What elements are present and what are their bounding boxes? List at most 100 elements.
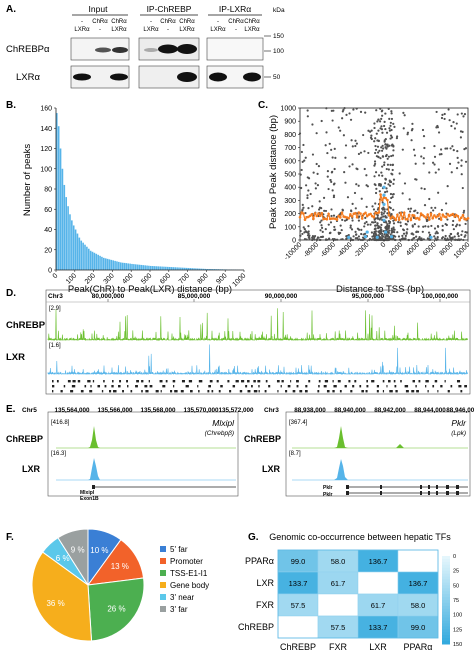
scatter-point [449, 232, 452, 236]
histogram-bar [104, 258, 107, 270]
histogram-bar [191, 268, 193, 270]
e-left-chrom: Chr5 [22, 407, 37, 414]
scatter-point [373, 175, 376, 178]
scatter-point [376, 120, 379, 123]
scatter-point [378, 149, 381, 152]
scatter-point [391, 154, 395, 157]
scatter-point [418, 238, 421, 241]
b-y-tick-label: 60 [44, 207, 52, 214]
scatter-point [396, 135, 399, 138]
scatter-point [311, 236, 314, 239]
colorbar-tick-label: 100 [453, 613, 462, 619]
histogram-bar [67, 206, 69, 270]
gene-mark [232, 385, 236, 388]
scatter-point [398, 238, 401, 241]
scatter-point [383, 233, 386, 236]
d-track-label-lxr: LXR [6, 352, 25, 363]
e-right-annot-2: Pklr [323, 492, 333, 498]
scatter-point [371, 205, 374, 208]
histogram-bar [195, 268, 197, 270]
d-coords: 80,000,000 85,000,000 90,000,000 95,000,000… [92, 293, 458, 302]
e-right-annot-1: Pklr [323, 485, 333, 491]
gene-mark [258, 385, 260, 388]
scatter-point [374, 230, 378, 233]
colorbar-step [442, 605, 450, 610]
heatmap-col-label: ChREBP [280, 642, 316, 650]
scatter-point [299, 173, 302, 176]
gene-mark [160, 390, 162, 393]
highlight-point [382, 193, 386, 197]
trend-point [431, 217, 435, 220]
scatter-point [348, 165, 351, 168]
trend-point [298, 215, 302, 219]
d-track-label-chrebp: ChREBP [6, 320, 46, 331]
gene-mark [382, 390, 385, 393]
scatter-point [305, 238, 308, 241]
scatter-point [352, 108, 355, 111]
trend-point [396, 213, 399, 217]
scatter-point [356, 237, 359, 240]
e-right-coordinate: 88,946,000 [446, 407, 474, 414]
gene-mark [209, 380, 213, 383]
scatter-point [377, 230, 380, 233]
scatter-point [374, 202, 377, 205]
scatter-point [340, 238, 343, 241]
scatter-point [376, 208, 380, 211]
scatter-point [374, 171, 378, 174]
trend-point [349, 213, 352, 216]
scatter-point [316, 172, 319, 175]
band [177, 72, 197, 82]
scatter-point [387, 107, 390, 110]
gene-mark [181, 380, 185, 383]
scatter-point [345, 235, 348, 238]
scatter-point [333, 238, 336, 241]
gene-mark [67, 380, 71, 383]
band [243, 72, 261, 82]
scatter-point [351, 202, 354, 205]
scatter-point [415, 230, 418, 234]
scatter-point [409, 210, 412, 213]
scatter-point [381, 208, 385, 211]
scatter-point [399, 224, 402, 227]
b-y-tick-label: 40 [44, 227, 52, 234]
scatter-point [403, 238, 407, 241]
scatter-point [375, 187, 378, 190]
c-x-tick-label: -6000 [319, 241, 337, 259]
scatter-point [428, 171, 431, 174]
scatter-point [384, 216, 388, 219]
trend-point [313, 212, 317, 215]
histogram-bar [159, 266, 161, 270]
scatter-point [387, 168, 390, 171]
colorbar-step [442, 626, 450, 630]
scatter-point [406, 228, 409, 231]
scatter-point [457, 234, 460, 238]
trend-point [315, 214, 319, 218]
scatter-point [456, 238, 459, 241]
histogram-bar [110, 259, 113, 270]
gene-mark [388, 380, 391, 383]
scatter-point [421, 230, 424, 233]
scatter-point [307, 225, 310, 228]
marker-150: 150 [273, 33, 284, 40]
highlight-point [382, 185, 386, 189]
colorbar-step [442, 632, 450, 636]
b-y-tick-label: 160 [40, 106, 52, 113]
scatter-point [315, 238, 319, 241]
histogram-bar [108, 259, 111, 270]
heatmap-cell [397, 549, 439, 573]
histogram-bar [161, 266, 163, 270]
scatter-point [462, 238, 465, 242]
histogram-bar [215, 269, 218, 270]
colorbar-step [442, 558, 450, 563]
scatter-point [445, 202, 448, 205]
histogram-bar [208, 268, 210, 270]
colorbar-step [442, 629, 450, 633]
scatter-point [384, 182, 387, 185]
scatter-point [386, 223, 389, 226]
trend-point [429, 212, 433, 216]
scatter-point [365, 184, 368, 187]
scatter-point [450, 171, 453, 174]
scatter-point [434, 232, 437, 235]
trend-point [446, 213, 450, 216]
scatter-point [423, 146, 426, 150]
